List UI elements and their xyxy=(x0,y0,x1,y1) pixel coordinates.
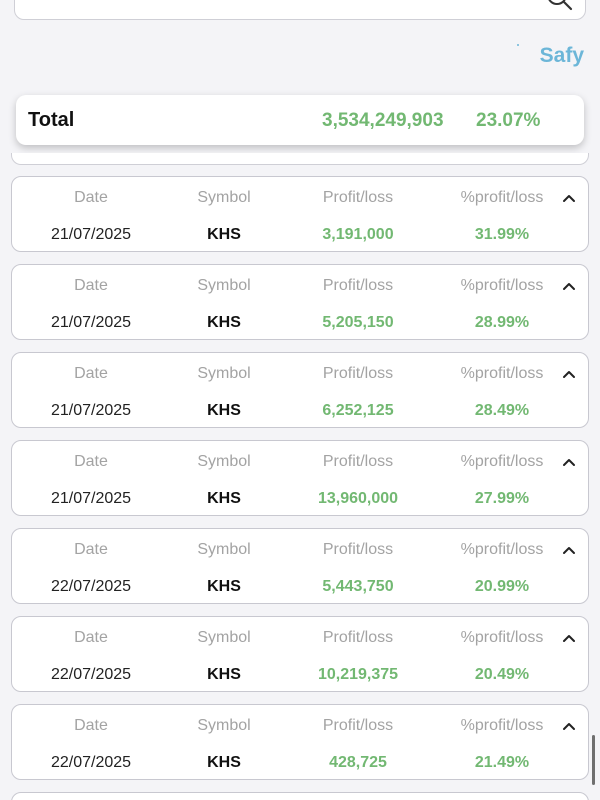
total-percent-profit-loss: 23.07% xyxy=(476,110,541,131)
total-profit-loss: 3,534,249,903 xyxy=(322,110,444,131)
column-header-percent-profit-loss: %profit/loss xyxy=(460,453,544,470)
column-header-date: Date xyxy=(74,365,108,382)
column-header-symbol: Symbol xyxy=(197,365,251,382)
row-date: 21/07/2025 xyxy=(50,226,132,243)
column-header-date: Date xyxy=(74,277,108,294)
column-header-percent-profit-loss: %profit/loss xyxy=(460,189,544,206)
column-header-date: Date xyxy=(74,189,108,206)
column-header-date: Date xyxy=(74,541,108,558)
row-profit-loss: 13,960,000 xyxy=(317,490,399,507)
chevron-up-icon[interactable] xyxy=(562,369,576,379)
row-percent-profit-loss: 20.49% xyxy=(474,666,530,683)
table-row[interactable]: Date Symbol Profit/loss %profit/loss 21/… xyxy=(11,440,589,516)
partial-row-card xyxy=(11,792,589,800)
column-header-percent-profit-loss: %profit/loss xyxy=(460,717,544,734)
chevron-up-icon[interactable] xyxy=(562,633,576,643)
column-header-profit-loss: Profit/loss xyxy=(322,541,394,558)
column-header-date: Date xyxy=(74,453,108,470)
row-symbol: KHS xyxy=(207,666,241,683)
column-header-date: Date xyxy=(74,717,108,734)
column-header-percent-profit-loss: %profit/loss xyxy=(460,277,544,294)
search-icon[interactable] xyxy=(545,0,575,19)
row-percent-profit-loss: 21.49% xyxy=(474,754,530,771)
table-row[interactable]: Date Symbol Profit/loss %profit/loss 22/… xyxy=(11,616,589,692)
column-header-profit-loss: Profit/loss xyxy=(322,717,394,734)
row-date: 21/07/2025 xyxy=(50,314,132,331)
chevron-up-icon[interactable] xyxy=(562,721,576,731)
column-header-percent-profit-loss: %profit/loss xyxy=(460,629,544,646)
column-header-symbol: Symbol xyxy=(197,277,251,294)
row-percent-profit-loss: 27.99% xyxy=(474,490,530,507)
column-header-symbol: Symbol xyxy=(197,717,251,734)
row-date: 22/07/2025 xyxy=(50,754,132,771)
column-header-profit-loss: Profit/loss xyxy=(322,189,394,206)
table-row[interactable]: Date Symbol Profit/loss %profit/loss 22/… xyxy=(11,704,589,780)
row-symbol: KHS xyxy=(207,490,241,507)
search-input[interactable] xyxy=(14,0,586,20)
row-percent-profit-loss: 28.49% xyxy=(474,402,530,419)
table-row[interactable]: Date Symbol Profit/loss %profit/loss 21/… xyxy=(11,176,589,252)
table-row[interactable]: Date Symbol Profit/loss %profit/loss 21/… xyxy=(11,264,589,340)
row-percent-profit-loss: 31.99% xyxy=(474,226,530,243)
row-profit-loss: 5,443,750 xyxy=(322,578,394,595)
column-header-symbol: Symbol xyxy=(197,629,251,646)
chevron-up-icon[interactable] xyxy=(562,457,576,467)
total-summary-card: Total 3,534,249,903 23.07% xyxy=(16,95,584,145)
row-symbol: KHS xyxy=(207,314,241,331)
scrollbar[interactable] xyxy=(592,735,595,785)
row-symbol: KHS xyxy=(207,226,241,243)
row-percent-profit-loss: 28.99% xyxy=(474,314,530,331)
table-row[interactable]: Date Symbol Profit/loss %profit/loss 22/… xyxy=(11,528,589,604)
column-header-date: Date xyxy=(74,629,108,646)
decorative-dot xyxy=(517,44,519,46)
row-symbol: KHS xyxy=(207,578,241,595)
column-header-profit-loss: Profit/loss xyxy=(322,277,394,294)
chevron-up-icon[interactable] xyxy=(562,193,576,203)
partial-row-card xyxy=(11,153,589,165)
column-header-symbol: Symbol xyxy=(197,541,251,558)
total-label: Total xyxy=(28,109,75,131)
column-header-profit-loss: Profit/loss xyxy=(322,365,394,382)
row-date: 21/07/2025 xyxy=(50,402,132,419)
column-header-profit-loss: Profit/loss xyxy=(322,629,394,646)
row-symbol: KHS xyxy=(207,402,241,419)
column-header-percent-profit-loss: %profit/loss xyxy=(460,541,544,558)
chevron-up-icon[interactable] xyxy=(562,281,576,291)
row-profit-loss: 3,191,000 xyxy=(322,226,394,243)
row-profit-loss: 5,205,150 xyxy=(322,314,394,331)
row-profit-loss: 6,252,125 xyxy=(322,402,394,419)
row-symbol: KHS xyxy=(207,754,241,771)
column-header-percent-profit-loss: %profit/loss xyxy=(460,365,544,382)
row-date: 21/07/2025 xyxy=(50,490,132,507)
row-profit-loss: 10,219,375 xyxy=(317,666,399,683)
row-date: 22/07/2025 xyxy=(50,578,132,595)
column-header-symbol: Symbol xyxy=(197,453,251,470)
column-header-symbol: Symbol xyxy=(197,189,251,206)
row-date: 22/07/2025 xyxy=(50,666,132,683)
column-header-profit-loss: Profit/loss xyxy=(322,453,394,470)
chevron-up-icon[interactable] xyxy=(562,545,576,555)
row-profit-loss: 428,725 xyxy=(329,754,387,771)
table-row[interactable]: Date Symbol Profit/loss %profit/loss 21/… xyxy=(11,352,589,428)
brand-logo: Safy xyxy=(539,44,584,67)
row-percent-profit-loss: 20.99% xyxy=(474,578,530,595)
